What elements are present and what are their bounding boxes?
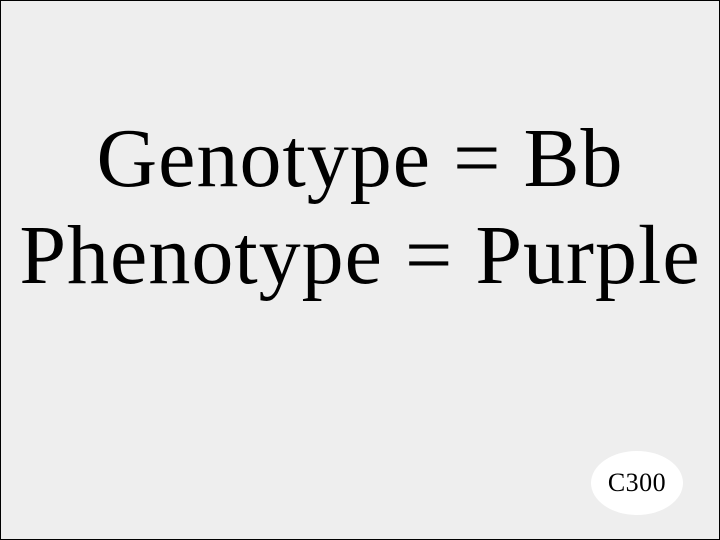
slide-code-badge[interactable]: C300 (591, 451, 683, 515)
slide-card: Genotype = Bb Phenotype = Purple C300 (0, 0, 720, 540)
genotype-line: Genotype = Bb (1, 111, 719, 208)
main-text-block: Genotype = Bb Phenotype = Purple (1, 111, 719, 304)
slide-code-label: C300 (608, 468, 666, 498)
phenotype-line: Phenotype = Purple (1, 208, 719, 305)
